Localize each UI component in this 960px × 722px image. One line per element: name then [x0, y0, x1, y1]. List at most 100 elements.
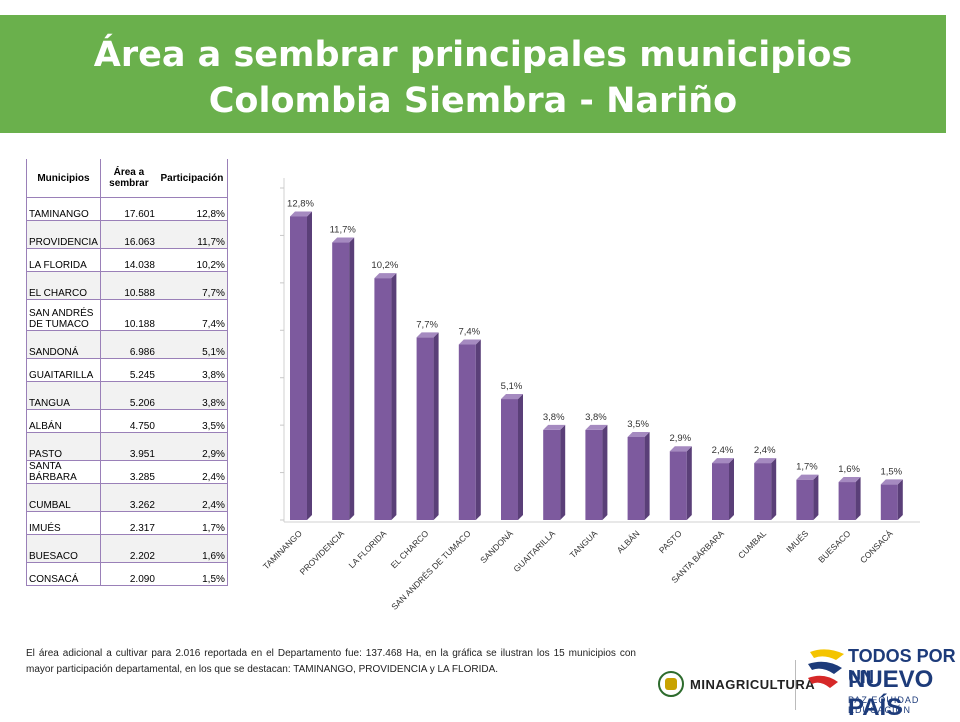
- campaign-line1: TODOS POR UN: [848, 646, 956, 687]
- bar-side: [897, 479, 903, 520]
- data-label: 3,5%: [627, 419, 649, 430]
- data-label: 2,4%: [712, 445, 734, 456]
- municipio-cell: TANGUA: [26, 381, 101, 410]
- municipio-cell: BUESACO: [26, 534, 101, 563]
- category-label: TANGUA: [568, 528, 600, 560]
- area-cell: 2.090: [100, 562, 157, 586]
- category-label: GUAITARILLA: [511, 528, 557, 574]
- bar-side: [855, 477, 861, 520]
- bar: [585, 429, 603, 520]
- data-label: 3,8%: [543, 412, 565, 423]
- data-label: 1,6%: [838, 464, 860, 475]
- municipio-cell: ALBÁN: [26, 409, 101, 433]
- bar: [880, 484, 898, 520]
- area-cell: 2.317: [100, 511, 157, 535]
- bar-top: [754, 458, 777, 464]
- participacion-cell: 1,7%: [156, 511, 228, 535]
- bar-top: [332, 237, 355, 243]
- todos-por-un-nuevo-pais-logo: TODOS POR UN NUEVO PAÍS PAZ EQUIDAD EDUC…: [800, 640, 960, 721]
- header-area: Área a sembrar: [100, 159, 157, 198]
- bar: [838, 482, 856, 520]
- data-label: 3,8%: [585, 412, 607, 423]
- bar: [627, 437, 645, 520]
- data-label: 7,4%: [458, 327, 480, 338]
- category-label: EL CHARCO: [389, 528, 431, 570]
- area-cell: 4.750: [100, 409, 157, 433]
- area-cell: 16.063: [100, 220, 157, 249]
- minagricultura-logo: MINAGRICULTURA: [650, 665, 815, 705]
- table-row: SANTA BÁRBARA 3.285 2,4%: [26, 460, 228, 484]
- municipio-cell: PROVIDENCIA: [26, 220, 101, 249]
- area-cell: 6.986: [100, 330, 157, 359]
- bar: [501, 399, 518, 520]
- municipio-cell: IMUÉS: [26, 511, 101, 535]
- participacion-cell: 12,8%: [156, 197, 228, 221]
- area-cell: 17.601: [100, 197, 157, 221]
- bar-side: [307, 211, 312, 520]
- bar-side: [686, 446, 692, 520]
- minagricultura-label: MINAGRICULTURA: [690, 677, 816, 692]
- bar-side: [391, 273, 397, 520]
- title-banner: Área a sembrar principales municipios Co…: [0, 15, 946, 133]
- bar-side: [729, 458, 734, 520]
- data-label: 11,7%: [330, 225, 357, 236]
- category-label: LA FLORIDA: [346, 528, 388, 570]
- area-cell: 10.588: [100, 271, 157, 300]
- area-cell: 10.188: [100, 299, 157, 331]
- bar-top: [585, 424, 608, 430]
- participacion-cell: 3,5%: [156, 409, 228, 433]
- bar-top: [374, 273, 397, 279]
- logo-divider: [795, 660, 796, 710]
- category-label: CUMBAL: [736, 528, 768, 560]
- bar: [332, 242, 350, 520]
- bar-top: [543, 424, 566, 430]
- data-label: 5,1%: [501, 381, 523, 392]
- header-participacion: Participación: [156, 159, 228, 198]
- municipio-cell: TAMINANGO: [26, 197, 101, 221]
- area-cell: 2.202: [100, 534, 157, 563]
- participacion-cell: 10,2%: [156, 248, 228, 272]
- bar: [458, 344, 476, 520]
- area-cell: 3.262: [100, 483, 157, 512]
- header-municipios: Municipios: [26, 159, 101, 198]
- participacion-cell: 11,7%: [156, 220, 228, 249]
- bar-side: [813, 474, 819, 520]
- data-label: 10,2%: [371, 260, 398, 271]
- table-body: TAMINANGO 17.601 12,8% PROVIDENCIA 16.063 11,…: [26, 197, 228, 586]
- participacion-cell: 7,4%: [156, 299, 228, 331]
- footer-text: El área adicional a cultivar para 2.016 …: [26, 648, 636, 675]
- category-label: BUESACO: [816, 528, 853, 565]
- bar: [796, 479, 814, 520]
- bar: [712, 463, 729, 520]
- category-label: PASTO: [657, 528, 684, 555]
- municipio-cell: LA FLORIDA: [26, 248, 101, 272]
- bar-top: [712, 458, 734, 464]
- category-label: CONSACÁ: [858, 528, 895, 565]
- area-cell: 5.245: [100, 358, 157, 382]
- category-label: PROVIDENCIA: [298, 528, 347, 577]
- campaign-line2: NUEVO PAÍS: [848, 666, 934, 721]
- municipio-cell: SANDONÁ: [26, 330, 101, 359]
- bar-top: [796, 474, 819, 480]
- page-title-line1: Área a sembrar principales municipios: [93, 35, 853, 75]
- bar-side: [644, 432, 650, 520]
- colombia-shield-icon: [658, 671, 684, 697]
- municipio-cell: SAN ANDRÉS DE TUMACO: [26, 299, 101, 331]
- bar-side: [349, 237, 355, 520]
- category-label: TAMINANGO: [261, 528, 304, 571]
- table-row: SANDONÁ 6.986 5,1%: [26, 330, 228, 359]
- bar-side: [602, 424, 608, 520]
- bar-top: [416, 332, 439, 338]
- bar-side: [475, 339, 481, 520]
- table-row: SAN ANDRÉS DE TUMACO 10.188 7,4%: [26, 299, 228, 331]
- participacion-cell: 5,1%: [156, 330, 228, 359]
- table-header-row: Municipios Área a sembrar Participación: [26, 159, 228, 198]
- municipios-table: Municipios Área a sembrar Participación …: [26, 159, 228, 586]
- bar: [754, 463, 772, 520]
- data-label: 7,7%: [416, 319, 438, 330]
- category-label: IMUÉS: [784, 528, 810, 554]
- table-row: BUESACO 2.202 1,6%: [26, 534, 228, 563]
- municipio-cell: EL CHARCO: [26, 271, 101, 300]
- bar: [543, 429, 561, 520]
- bar-side: [771, 458, 777, 520]
